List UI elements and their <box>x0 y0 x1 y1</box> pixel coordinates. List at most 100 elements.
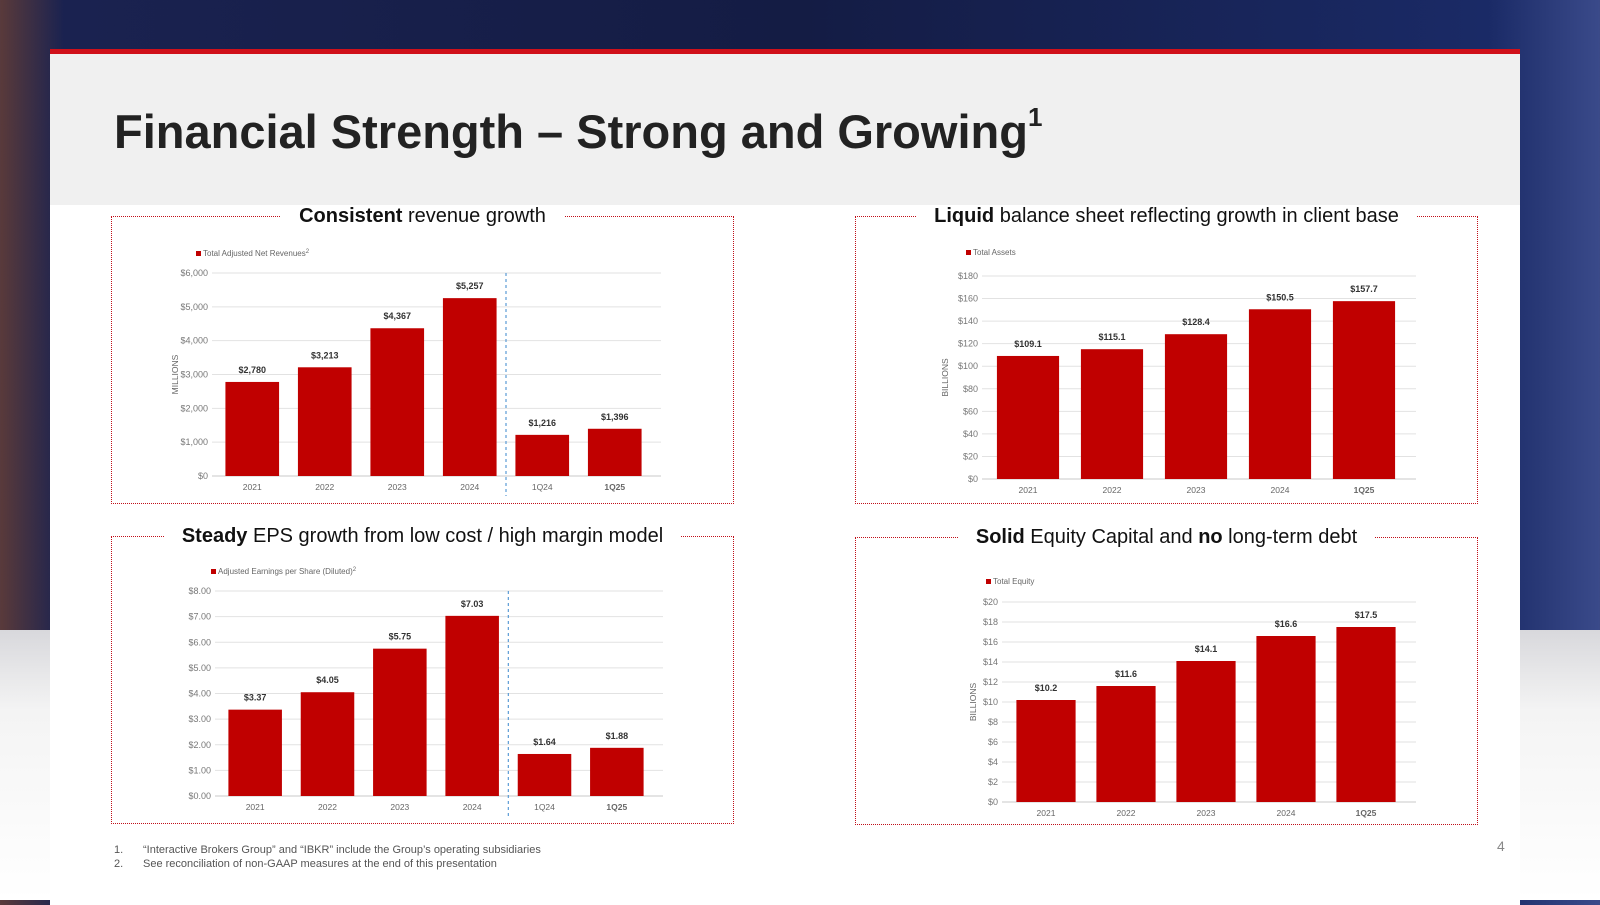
data-label: $16.6 <box>1275 619 1298 629</box>
y-tick-label: $2,000 <box>180 403 208 413</box>
slide-header: Financial Strength – Strong and Growing1 <box>50 54 1520 205</box>
y-tick-label: $0 <box>968 474 978 484</box>
slide-title: Financial Strength – Strong and Growing1 <box>114 102 1042 159</box>
bar-2023 <box>1164 334 1228 479</box>
y-tick-label: $7.00 <box>188 612 211 622</box>
x-tick-label: 2023 <box>1187 485 1206 495</box>
legend-superscript: 2 <box>306 249 310 255</box>
bar-2021 <box>225 381 280 476</box>
footnote-1: 1. “Interactive Brokers Group” and “IBKR”… <box>114 844 541 856</box>
data-label: $4,367 <box>383 311 411 321</box>
x-tick-label: 2021 <box>243 482 262 492</box>
y-axis-label: MILLIONS <box>170 354 180 394</box>
x-tick-label: 1Q25 <box>604 482 625 492</box>
y-tick-label: $1.00 <box>188 765 211 775</box>
x-tick-label: 2021 <box>246 802 265 812</box>
chart-svg: $0.00 $1.00 $2.00 $3.00 $4.00 $5.00 $6.00 $7.00… <box>188 567 663 816</box>
y-tick-label: $16 <box>983 637 998 647</box>
bar-2024 <box>442 298 497 476</box>
x-tick-label: 2022 <box>1103 485 1122 495</box>
footnote-text: “Interactive Brokers Group” and “IBKR” i… <box>143 844 541 856</box>
data-label: $10.2 <box>1035 683 1058 693</box>
bar-2023 <box>1176 661 1236 802</box>
chart-revenue: Consistent revenue growth $0 $1,000 $2,000… <box>111 205 734 504</box>
title-bold: Solid <box>975 526 1025 548</box>
bar-2023 <box>370 328 425 476</box>
bar-2022 <box>1080 349 1144 479</box>
y-tick-label: $18 <box>983 617 998 627</box>
x-tick-label: 2024 <box>1271 485 1290 495</box>
y-tick-label: $80 <box>963 384 978 394</box>
legend-superscript: 2 <box>353 567 357 573</box>
chart-svg: $0 $2 $4 $6 $8 $10 $12 $14 $16 $18 $20 $10.2 2021 $11… <box>968 577 1416 818</box>
x-tick-label: 1Q24 <box>534 802 555 812</box>
chart-title: Liquid balance sheet reflecting growth i… <box>856 205 1477 228</box>
bar-1Q25 <box>1336 627 1396 802</box>
x-tick-label: 2021 <box>1019 485 1038 495</box>
y-tick-label: $12 <box>983 677 998 687</box>
data-label: $5.75 <box>389 632 412 642</box>
legend-swatch <box>986 579 991 584</box>
data-label: $3,213 <box>311 350 339 360</box>
y-tick-label: $6.00 <box>188 637 211 647</box>
legend-swatch <box>211 569 216 574</box>
y-tick-label: $5,000 <box>180 302 208 312</box>
bar-2021 <box>1016 700 1076 802</box>
bar-2022 <box>1096 686 1156 802</box>
footnote-2: 2. See reconciliation of non-GAAP measure… <box>114 858 497 870</box>
chart-eps: Steady EPS growth from low cost / high m… <box>111 525 734 824</box>
bar-1Q25 <box>1332 301 1396 479</box>
data-label: $7.03 <box>461 599 484 609</box>
y-tick-label: $20 <box>963 451 978 461</box>
legend-label: Total Equity <box>993 577 1034 586</box>
x-tick-label: 2022 <box>1117 808 1136 818</box>
chart-svg: $0 $1,000 $2,000 $3,000 $4,000 $5,000 $6,000 $2… <box>170 249 661 496</box>
footnote-number: 1. <box>114 844 124 856</box>
data-label: $17.5 <box>1355 610 1378 620</box>
y-tick-label: $2 <box>988 777 998 787</box>
y-tick-label: $0 <box>988 797 998 807</box>
legend-label: Total Adjusted Net Revenues2 <box>203 249 310 258</box>
y-tick-label: $1,000 <box>180 437 208 447</box>
bar-1Q24 <box>515 434 570 476</box>
page-number: 4 <box>1497 838 1505 854</box>
bar-2023 <box>373 648 427 796</box>
x-tick-label: 2024 <box>463 802 482 812</box>
data-label: $3.37 <box>244 693 267 703</box>
x-tick-label: 2021 <box>1037 808 1056 818</box>
title-rest-2: long-term debt <box>1222 526 1358 548</box>
chart-title: Solid Equity Capital and no long-term de… <box>856 526 1477 549</box>
data-label: $1,396 <box>601 412 629 422</box>
data-label: $1.64 <box>533 737 556 747</box>
chart-title: Steady EPS growth from low cost / high m… <box>112 525 733 548</box>
chart-title: Consistent revenue growth <box>112 205 733 228</box>
y-tick-label: $4.00 <box>188 689 211 699</box>
data-label: $128.4 <box>1182 317 1210 327</box>
bar-1Q25 <box>587 428 642 476</box>
y-tick-label: $3.00 <box>188 714 211 724</box>
x-tick-label: 2023 <box>388 482 407 492</box>
legend-swatch <box>196 251 201 256</box>
data-label: $5,257 <box>456 281 484 291</box>
title-text: Financial Strength – Strong and Growing <box>114 105 1028 158</box>
y-tick-label: $5.00 <box>188 663 211 673</box>
bar-1Q24 <box>517 753 572 796</box>
x-tick-label: 2024 <box>1277 808 1296 818</box>
y-tick-label: $8 <box>988 717 998 727</box>
legend-label: Adjusted Earnings per Share (Diluted)2 <box>218 567 357 576</box>
chart-total-assets: Liquid balance sheet reflecting growth i… <box>855 205 1478 504</box>
data-label: $157.7 <box>1350 284 1378 294</box>
y-tick-label: $10 <box>983 697 998 707</box>
chart-svg: $0 $20 $40 $60 $80 $100 $120 $140 $160 $180 $109.1… <box>940 248 1416 495</box>
data-label: $2,780 <box>238 365 266 375</box>
slide: Financial Strength – Strong and Growing1… <box>50 49 1520 905</box>
x-tick-label: 2023 <box>1197 808 1216 818</box>
title-rest: EPS growth from low cost / high margin m… <box>247 525 664 547</box>
y-tick-label: $6,000 <box>180 268 208 278</box>
x-tick-label: 2022 <box>318 802 337 812</box>
y-tick-label: $2.00 <box>188 740 211 750</box>
data-label: $115.1 <box>1098 332 1125 342</box>
y-tick-label: $3,000 <box>180 370 208 380</box>
y-tick-label: $140 <box>958 316 978 326</box>
footnote-number: 2. <box>114 858 124 870</box>
